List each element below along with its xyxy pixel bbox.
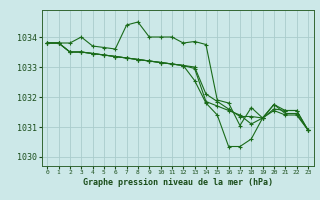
X-axis label: Graphe pression niveau de la mer (hPa): Graphe pression niveau de la mer (hPa): [83, 178, 273, 187]
